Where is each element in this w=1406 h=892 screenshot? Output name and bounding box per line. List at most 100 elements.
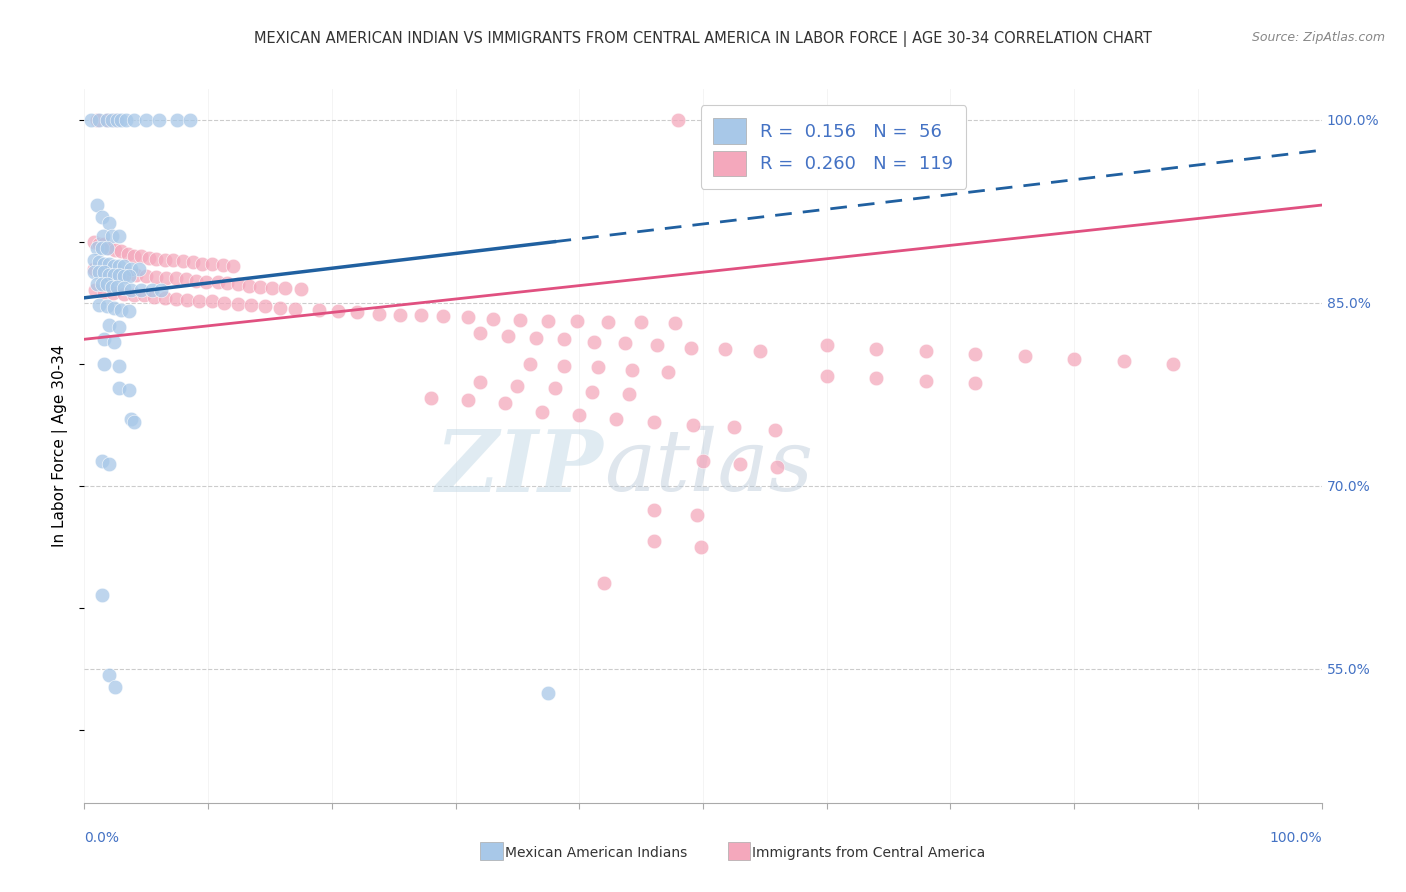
Point <box>100 112 122 127</box>
FancyBboxPatch shape <box>481 842 502 860</box>
Point <box>686 508 709 522</box>
Point <box>914 344 936 359</box>
Point <box>593 576 616 591</box>
Point <box>207 275 229 289</box>
Point <box>741 112 763 127</box>
Point <box>240 298 263 312</box>
Point <box>98 457 121 471</box>
Point <box>617 387 640 401</box>
Point <box>581 384 603 399</box>
Point <box>112 268 135 283</box>
Point <box>162 252 184 267</box>
Point <box>118 384 141 398</box>
Point <box>83 265 105 279</box>
Point <box>222 259 245 273</box>
Point <box>153 252 176 267</box>
Point <box>110 112 132 127</box>
Point <box>657 365 679 379</box>
Point <box>212 295 235 310</box>
Point <box>643 533 665 548</box>
Point <box>763 423 786 437</box>
Legend: R =  0.156   N =  56, R =  0.260   N =  119: R = 0.156 N = 56, R = 0.260 N = 119 <box>700 105 966 189</box>
Point <box>326 304 349 318</box>
Point <box>965 376 987 391</box>
Point <box>605 411 627 425</box>
Point <box>692 454 714 468</box>
Point <box>108 268 131 282</box>
Point <box>138 251 160 265</box>
Point <box>89 255 111 269</box>
Point <box>105 280 128 294</box>
Point <box>496 328 519 343</box>
Point <box>100 228 122 243</box>
Y-axis label: In Labor Force | Age 30-34: In Labor Force | Age 30-34 <box>52 344 69 548</box>
Point <box>172 254 194 268</box>
Point <box>664 317 686 331</box>
Point <box>103 334 125 349</box>
Text: atlas: atlas <box>605 426 813 508</box>
Point <box>308 303 330 318</box>
Point <box>1161 357 1184 371</box>
Point <box>89 298 111 312</box>
Point <box>122 288 145 302</box>
Point <box>790 112 813 127</box>
Point <box>122 112 145 127</box>
Point <box>630 315 652 329</box>
Point <box>191 257 214 271</box>
Text: Mexican American Indians: Mexican American Indians <box>505 846 688 860</box>
Point <box>122 249 145 263</box>
Point <box>865 342 887 356</box>
Point <box>965 347 987 361</box>
Point <box>166 112 188 127</box>
Point <box>93 237 115 252</box>
Point <box>118 268 141 283</box>
Point <box>470 326 492 341</box>
Point <box>586 360 609 375</box>
Point <box>494 395 516 409</box>
Point <box>125 268 148 282</box>
Point <box>553 332 575 346</box>
Point <box>568 408 591 422</box>
Point <box>90 211 112 225</box>
Point <box>142 289 165 303</box>
Text: MEXICAN AMERICAN INDIAN VS IMMIGRANTS FROM CENTRAL AMERICA IN LABOR FORCE | AGE : MEXICAN AMERICAN INDIAN VS IMMIGRANTS FR… <box>254 31 1152 47</box>
Point <box>96 112 118 127</box>
Point <box>481 311 503 326</box>
Point <box>112 281 135 295</box>
Text: 100.0%: 100.0% <box>1270 831 1322 846</box>
Point <box>815 368 838 383</box>
Point <box>108 381 131 395</box>
Point <box>176 293 198 308</box>
Point <box>90 589 112 603</box>
Point <box>93 285 115 299</box>
Point <box>98 241 121 255</box>
Point <box>98 264 121 278</box>
Point <box>682 417 704 432</box>
Point <box>1112 354 1135 368</box>
Point <box>596 315 619 329</box>
Point <box>115 266 138 280</box>
Point <box>565 314 588 328</box>
Point <box>201 257 224 271</box>
Point <box>145 252 167 266</box>
Point <box>645 338 668 352</box>
Point <box>583 334 606 349</box>
Point <box>90 241 112 255</box>
Point <box>129 249 152 263</box>
Point <box>470 375 492 389</box>
Point <box>86 198 108 212</box>
Point <box>226 297 249 311</box>
Point <box>543 381 565 395</box>
Point <box>112 287 135 301</box>
Point <box>509 312 531 326</box>
Point <box>98 667 121 681</box>
Point <box>1014 349 1036 363</box>
Point <box>120 261 142 276</box>
Point <box>141 284 163 298</box>
Point <box>96 112 118 127</box>
Point <box>253 299 276 313</box>
Point <box>666 112 689 127</box>
Point <box>98 257 121 271</box>
Text: Source: ZipAtlas.com: Source: ZipAtlas.com <box>1251 31 1385 45</box>
Point <box>766 460 789 475</box>
